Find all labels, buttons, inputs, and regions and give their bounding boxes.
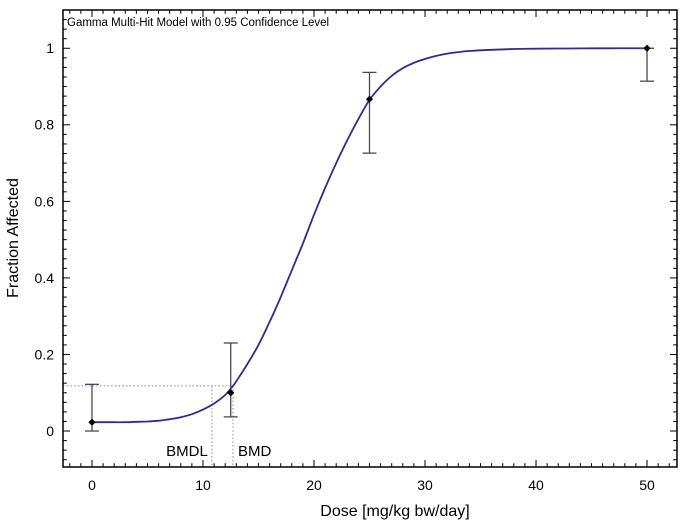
chart-title: Gamma Multi-Hit Model with 0.95 Confiden… [67,17,330,29]
y-tick-label: 0.2 [35,346,55,362]
y-tick-label: 0.4 [35,270,55,286]
y-tick-label: 0.6 [35,193,55,209]
fit-curve-group [92,47,648,424]
y-axis-label: Fraction Affected [5,178,22,298]
y-tick-label: 0 [46,423,54,439]
bmd-label: BMD [237,443,272,460]
bmd-guide-lines [63,385,234,467]
x-tick-label: 10 [195,477,211,493]
fit-curve [92,47,648,424]
data-point-marker [365,95,374,103]
x-tick-label: 20 [306,477,322,493]
error-bars [84,47,655,432]
y-tick-label: 0.8 [35,117,55,133]
data-point-marker [88,418,96,426]
data-points [88,44,651,426]
x-axis-label: Dose [mg/kg bw/day] [320,503,470,520]
x-tick-label: 50 [639,477,655,493]
x-tick-label: 0 [88,477,96,493]
ticks [63,9,677,467]
data-point-marker [643,44,651,52]
x-tick-label: 40 [528,477,544,493]
data-point-marker [227,389,235,397]
bmdl-label: BMDL [166,443,208,460]
x-tick-label: 30 [417,477,433,493]
y-tick-label: 1 [46,40,54,56]
tick-labels: 0 10 20 30 40 50 0 0.2 0.4 0.6 0.8 1 [35,40,655,493]
